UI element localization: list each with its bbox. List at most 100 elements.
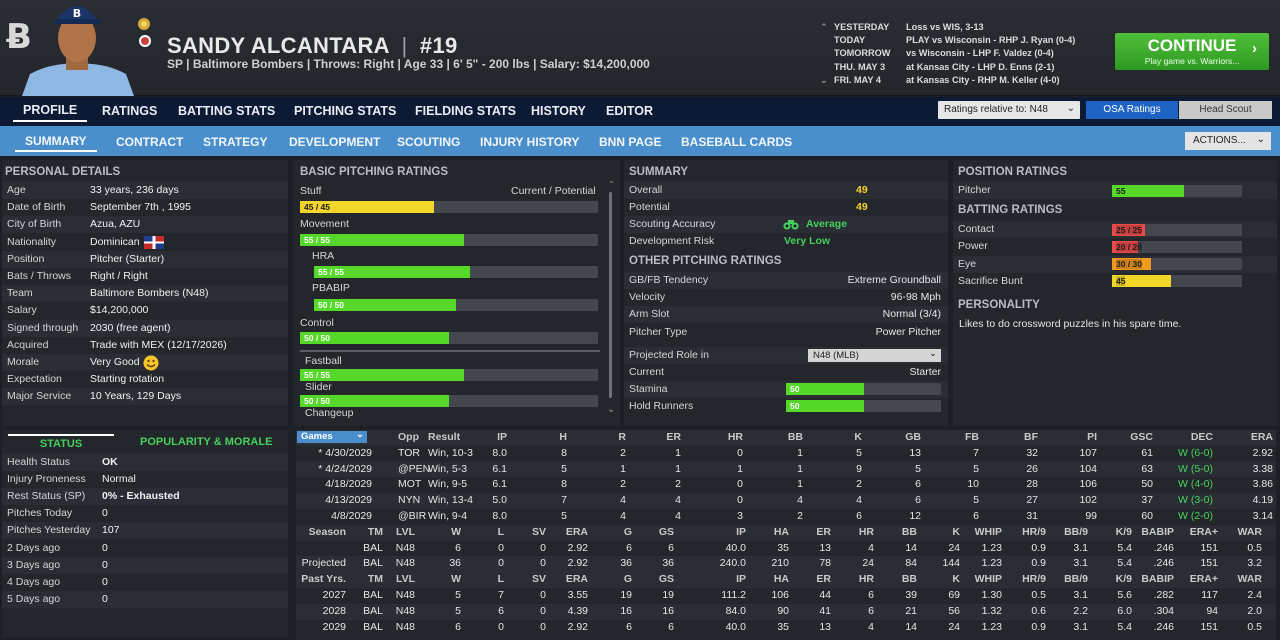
continue-button[interactable]: CONTINUE Play game vs. Warriors... › [1115,33,1269,70]
subtab-scouting[interactable]: SCOUTING [397,135,461,149]
game-log-row[interactable]: 4/13/2029 NYN Win, 13-4 5.0 7 4 4 0 4 4 6 5 27 102 37 W… [296,493,1276,509]
past-column-header[interactable]: HR [858,573,874,586]
games-dropdown[interactable]: Games ⌄ [297,429,367,443]
schedule-row[interactable]: TODAY PLAY vs Wisconsin - RHP J. Ryan (0-… [814,35,1104,48]
season-column-header[interactable]: G [623,525,632,538]
season-column-header[interactable]: SV [531,525,546,538]
head-scout-button[interactable]: Head Scout [1179,101,1272,119]
past-column-header[interactable]: BABIP [1141,573,1174,586]
chevron-up-icon[interactable]: ⌃ [820,22,828,32]
season-column-header[interactable]: HR/9 [1022,525,1046,538]
past-column-header[interactable]: GS [658,573,674,586]
season-row[interactable]: BAL N48 6 0 0 2.92 6 6 40.0 35 13 4 14 24 1.23 0.9 3.1 5.… [296,541,1276,557]
schedule-row[interactable]: ⌃ YESTERDAY Loss vs WIS, 3-13 [814,22,1104,35]
tab-pitching-stats[interactable]: PITCHING STATS [294,104,397,118]
tab-status[interactable]: STATUS [8,434,114,452]
games-column-header[interactable]: BF [1024,431,1038,443]
games-column-header[interactable]: IP [497,431,507,443]
season-column-header[interactable]: TM [367,525,383,538]
game-log-row[interactable]: * 4/24/2029 @PEN Win, 5-3 6.1 5 1 1 1 1 9 5 5 26 104 6… [296,461,1276,478]
past-column-header[interactable]: WHIP [974,573,1002,586]
tab-fielding-stats[interactable]: FIELDING STATS [415,104,516,118]
award-badge-icon[interactable] [136,16,152,50]
games-column-header[interactable]: GSC [1130,431,1153,443]
past-column-header[interactable]: IP [736,573,746,586]
tab-ratings[interactable]: RATINGS [102,104,158,118]
season-column-header[interactable]: ERA+ [1189,525,1218,538]
season-column-header[interactable]: LVL [395,525,415,538]
past-row[interactable]: 2028 BAL N48 5 6 0 4.39 16 16 84.0 90 41 6 21 56 1.32 0.… [296,603,1276,620]
games-column-header[interactable]: ERA [1250,431,1273,443]
game-log-row[interactable]: * 4/30/2029 TOR Win, 10-3 8.0 8 2 1 0 1 5 13 7 32 107… [296,446,1276,462]
scrollbar[interactable]: ⌃ ⌄ [607,180,615,418]
past-column-header[interactable]: TM [367,573,383,586]
games-column-header[interactable]: K [854,431,862,443]
games-column-header[interactable]: DEC [1190,431,1213,443]
ratings-relative-select[interactable]: Ratings relative to: N48 ⌄ [938,101,1080,119]
subtab-strategy[interactable]: STRATEGY [203,135,268,149]
game-log-row[interactable]: 4/8/2029 @BIR Win, 9-4 8.0 5 4 4 3 2 6 12 6 31 99 60 W … [296,509,1276,525]
season-column-header[interactable]: ERA [565,525,588,538]
season-column-header[interactable]: BABIP [1141,525,1174,538]
osa-ratings-button[interactable]: OSA Ratings [1086,101,1178,119]
projected-role-select[interactable]: N48 (MLB) ⌄ [808,348,941,362]
past-column-header[interactable]: ER [816,573,831,586]
season-column-header[interactable]: ER [816,525,831,538]
season-column-header[interactable]: GS [658,525,674,538]
games-column-header[interactable]: BB [787,431,803,443]
chevron-down-icon[interactable]: ⌄ [820,74,828,85]
schedule-row[interactable]: TOMORROW vs Wisconsin - LHP F. Valdez (0-… [814,48,1104,61]
season-column-header[interactable]: HA [773,525,789,538]
season-column-header[interactable]: W [451,525,461,538]
games-column-header[interactable]: Opp [398,431,419,443]
past-column-header[interactable]: BB/9 [1064,573,1088,586]
subtab-contract[interactable]: CONTRACT [116,135,184,149]
schedule-row[interactable]: ⌄ FRI. MAY 4 at Kansas City - RHP M. Kelle… [814,75,1104,88]
past-column-header[interactable]: Past Yrs. [301,573,346,586]
past-column-header[interactable]: SV [531,573,546,586]
past-column-header[interactable]: K/9 [1115,573,1132,586]
past-column-header[interactable]: BB [901,573,917,586]
subtab-summary[interactable]: SUMMARY [15,134,97,152]
season-column-header[interactable]: WHIP [974,525,1002,538]
past-column-header[interactable]: LVL [395,573,415,586]
games-column-header[interactable]: GB [905,431,921,443]
past-column-header[interactable]: WAR [1237,573,1263,586]
subtab-injury-history[interactable]: INJURY HISTORY [480,135,580,149]
past-column-header[interactable]: ERA [565,573,588,586]
tab-editor[interactable]: EDITOR [606,104,653,118]
games-column-header[interactable]: R [618,431,626,443]
past-column-header[interactable]: HA [773,573,789,586]
season-column-header[interactable]: K [952,525,960,538]
games-column-header[interactable]: PI [1087,431,1097,443]
schedule-row[interactable]: THU. MAY 3 at Kansas City - LHP D. Enns (… [814,62,1104,75]
season-column-header[interactable]: BB [901,525,917,538]
games-column-header[interactable]: FB [965,431,979,443]
season-column-header[interactable]: K/9 [1115,525,1132,538]
past-column-header[interactable]: W [451,573,461,586]
scrollbar-thumb[interactable] [609,192,612,398]
season-column-header[interactable]: IP [736,525,746,538]
games-column-header[interactable]: Result [428,431,461,443]
tab-popularity-morale[interactable]: POPULARITY & MORALE [140,436,272,448]
games-column-header[interactable]: ER [666,431,681,443]
past-column-header[interactable]: HR/9 [1022,573,1046,586]
past-row[interactable]: 2029 BAL N48 6 0 0 2.92 6 6 40.0 35 13 4 14 24 1.23 0.9 3… [296,620,1276,636]
tab-history[interactable]: HISTORY [531,104,586,118]
tab-profile[interactable]: PROFILE [13,103,88,122]
games-column-header[interactable]: HR [727,431,743,443]
season-column-header[interactable]: HR [858,525,874,538]
past-column-header[interactable]: ERA+ [1189,573,1218,586]
actions-dropdown[interactable]: ACTIONS... ⌄ [1185,132,1271,150]
season-column-header[interactable]: L [497,525,504,538]
game-log-row[interactable]: 4/18/2029 MOT Win, 9-5 6.1 8 2 2 0 1 2 6 10 28 106 50 W… [296,477,1276,493]
season-column-header[interactable]: BB/9 [1064,525,1088,538]
past-column-header[interactable]: K [952,573,960,586]
season-column-header[interactable]: Season [308,525,346,538]
season-column-header[interactable]: WAR [1237,525,1263,538]
subtab-bnn-page[interactable]: BNN PAGE [599,135,662,149]
subtab-development[interactable]: DEVELOPMENT [289,135,381,149]
season-row[interactable]: Projected BAL N48 36 0 0 2.92 36 36 240.0 210 78 24 8… [296,556,1276,573]
past-column-header[interactable]: L [497,573,504,586]
past-row[interactable]: 2027 BAL N48 5 7 0 3.55 19 19 111.2 106 44 6 39 69 1.30… [296,588,1276,604]
